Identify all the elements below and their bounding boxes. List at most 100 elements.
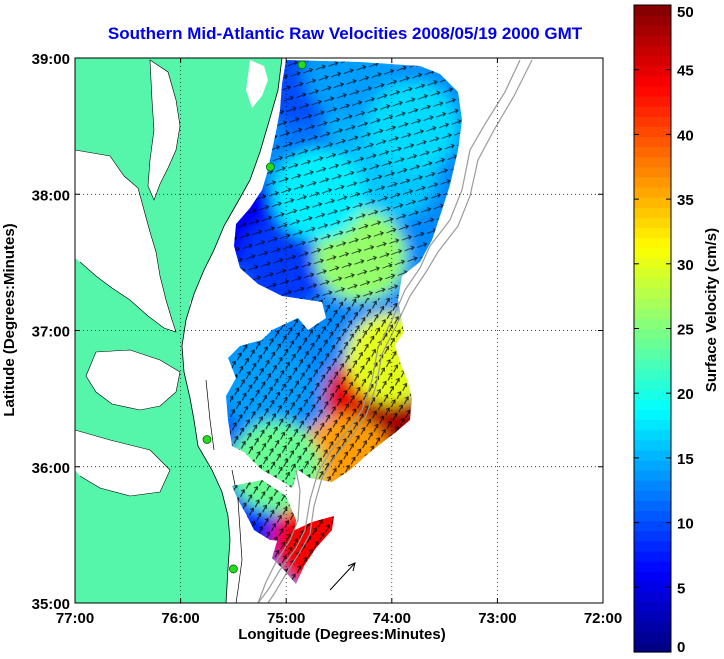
colorbar-step	[634, 419, 671, 431]
colorbar-step	[634, 409, 671, 421]
colorbar-step	[634, 621, 671, 633]
y-tick-label: 38:00	[32, 187, 70, 204]
x-tick-label: 73:00	[478, 610, 516, 627]
y-tick-label: 36:00	[32, 460, 70, 477]
grid-lines	[75, 58, 603, 603]
colorbar-step	[634, 65, 671, 77]
colorbar-step	[634, 641, 671, 653]
x-axis-label: Longitude (Degrees:Minutes)	[238, 626, 446, 643]
colorbar-step	[634, 368, 671, 380]
colorbar-step	[634, 106, 671, 117]
colorbar-step	[634, 611, 671, 623]
colorbar-step	[634, 631, 671, 643]
x-axis: 77:00 76:00 75:00 74:00 73:00 72:00	[56, 58, 622, 627]
x-tick-label: 74:00	[373, 610, 411, 627]
colorbar-step	[634, 318, 671, 330]
x-tick-label: 75:00	[267, 610, 305, 627]
colorbar-step	[634, 257, 671, 269]
velocity-vectors	[230, 60, 462, 584]
colorbar-step	[634, 480, 671, 491]
y-tick-label: 39:00	[32, 51, 70, 68]
colorbar-step	[634, 247, 671, 259]
reference-vector	[329, 562, 356, 591]
y-axis: 35:00 36:00 37:00 38:00 39:00	[32, 51, 603, 613]
colorbar-step	[634, 470, 671, 481]
colorbar-step	[634, 510, 671, 522]
colorbar-step	[634, 449, 671, 461]
colorbar-tick-label: 45	[677, 63, 694, 80]
radar-site-0	[297, 60, 307, 70]
radar-site-3	[228, 564, 238, 574]
colorbar-step	[634, 277, 671, 289]
y-tick-label: 35:00	[32, 596, 70, 613]
colorbar-step	[634, 348, 671, 360]
colorbar-step	[634, 45, 671, 57]
land-mass	[75, 58, 283, 603]
colorbar-step	[634, 25, 671, 36]
colorbar-step	[634, 136, 671, 148]
colorbar-step	[634, 389, 671, 400]
x-tick-label: 76:00	[161, 610, 199, 627]
colorbar-step	[634, 298, 671, 309]
colorbar: 0 5 10 15 20 25 30 35 40 45 50 Surface Velocity (c…	[633, 4, 720, 656]
colorbar-step	[634, 550, 671, 562]
radar-sites	[202, 60, 307, 574]
colorbar-label: Surface Velocity (cm/s)	[703, 228, 720, 392]
colorbar-step	[634, 116, 671, 127]
colorbar-step	[634, 439, 671, 451]
colorbar-tick-label: 40	[677, 127, 694, 144]
colorbar-step	[634, 571, 671, 582]
colorbar-step	[634, 207, 671, 218]
y-axis-label: Latitude (Degrees:Minutes)	[1, 223, 18, 416]
colorbar-step	[634, 217, 671, 229]
colorbar-step	[634, 126, 671, 138]
bathymetry-contours	[257, 59, 533, 603]
x-tick-label: 77:00	[56, 610, 94, 627]
colorbar-step	[634, 459, 671, 471]
colorbar-step	[634, 85, 671, 97]
colorbar-tick-label: 30	[677, 257, 694, 274]
colorbar-step	[634, 520, 671, 532]
colorbar-step	[634, 429, 671, 441]
colorbar-step	[634, 95, 671, 107]
colorbar-step	[634, 237, 671, 249]
colorbar-tick-label: 15	[677, 451, 694, 468]
colorbar-tick-label: 0	[677, 639, 685, 656]
colorbar-step	[634, 166, 671, 178]
colorbar-step	[634, 55, 671, 67]
colorbar-step	[634, 308, 671, 319]
colorbar-step	[634, 358, 671, 370]
colorbar-tick-label: 35	[677, 192, 694, 209]
colorbar-step	[634, 540, 671, 552]
colorbar-step	[634, 490, 671, 501]
colorbar-step	[634, 379, 671, 390]
colorbar-step	[634, 338, 671, 350]
colorbar-step	[634, 186, 671, 198]
radar-site-1	[265, 162, 275, 172]
colorbar-step	[634, 601, 671, 613]
colorbar-step	[634, 328, 671, 340]
colorbar-tick-label: 20	[677, 386, 694, 403]
colorbar-step	[634, 399, 671, 410]
colorbar-step	[634, 156, 671, 168]
colorbar-step	[634, 75, 671, 87]
colorbar-step	[634, 5, 671, 16]
colorbar-step	[634, 227, 671, 239]
colorbar-tick-label: 5	[677, 580, 685, 597]
colorbar-step	[634, 35, 671, 47]
colorbar-step	[634, 288, 671, 299]
colorbar-step	[634, 591, 671, 603]
chart-title: Southern Mid-Atlantic Raw Velocities 200…	[108, 24, 583, 43]
radar-site-2	[202, 435, 212, 444]
colorbar-step	[634, 15, 671, 26]
colorbar-step	[634, 267, 671, 279]
colorbar-step	[634, 176, 671, 188]
y-tick-label: 37:00	[32, 324, 70, 341]
colorbar-step	[634, 581, 671, 592]
colorbar-tick-label: 50	[677, 4, 694, 21]
colorbar-step	[634, 197, 671, 208]
colorbar-tick-label: 10	[677, 516, 694, 533]
colorbar-step	[634, 561, 671, 572]
